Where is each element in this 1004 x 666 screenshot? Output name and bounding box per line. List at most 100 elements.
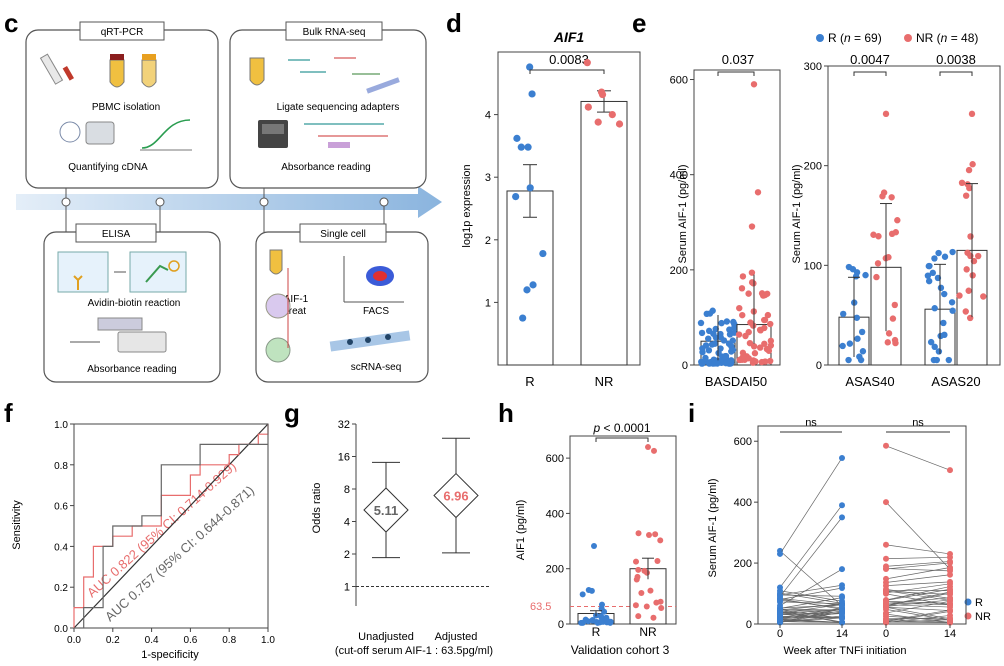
panel-i-point <box>883 615 889 622</box>
panel-i-pair-line <box>779 550 843 606</box>
elisa-caption-1: Avidin-biotin reaction <box>88 298 181 309</box>
panel-e-left-point <box>731 324 738 331</box>
panel-i-xlabel: Week after TNFi initiation <box>783 645 906 657</box>
panel-e-left-point <box>702 354 709 362</box>
panel-h-point <box>653 599 660 606</box>
panel-e-chart: Serum AIF-1 (pg/ml) 0.037 BASDAI50 Serum… <box>670 31 1001 389</box>
panel-d-letter: d <box>446 8 462 38</box>
panel-i-point <box>839 602 845 609</box>
panel-e-right-point <box>949 248 956 256</box>
panel-e-left-point <box>717 345 724 352</box>
blood-tube-icon <box>39 53 157 88</box>
single-cell-title-tab <box>299 223 387 243</box>
panel-g-ytick-label: 1 <box>344 582 350 594</box>
panel-e-left-point <box>756 344 764 351</box>
scrnaseq-icon <box>329 330 411 352</box>
panel-i-pair-line <box>885 501 951 570</box>
panel-d-point <box>517 143 525 151</box>
panel-i-pair-line <box>779 617 843 623</box>
panel-e-left-point <box>742 332 749 340</box>
panel-h-point <box>643 603 650 610</box>
panel-i-xtick-3: 0 <box>883 628 889 640</box>
panel-i-point <box>947 550 953 557</box>
panel-h-point <box>638 589 645 596</box>
panel-e-right-point <box>940 319 947 327</box>
panel-e-left-ytick-label: 400 <box>670 170 688 182</box>
panel-d-xtick-r: R <box>525 374 534 389</box>
panel-e-left-point <box>712 325 719 333</box>
panel-e-left-point <box>749 359 757 366</box>
panel-e-right-point <box>949 307 956 314</box>
panel-e-left-point <box>735 331 743 338</box>
panel-h-point <box>591 543 597 550</box>
panel-e-left-point <box>750 81 758 88</box>
sequencer-icon <box>258 120 388 148</box>
panel-i-point <box>777 584 783 591</box>
panel-i-point <box>839 582 845 589</box>
panel-i-pair-line <box>885 556 951 560</box>
panel-f-ytick-label: 0.6 <box>54 502 68 513</box>
panel-e-right-point <box>931 343 938 351</box>
panel-d-point <box>608 111 616 119</box>
panel-e-left-point <box>746 339 754 347</box>
panel-e-right-point <box>873 273 880 281</box>
panel-h-xlabel: Validation cohort 3 <box>571 643 670 657</box>
panel-i-point <box>947 595 953 602</box>
panel-e-right-point <box>929 269 937 277</box>
panel-e-left-point <box>739 273 747 280</box>
panel-h-point <box>645 444 651 451</box>
panel-d-ytick-label: 1 <box>485 297 491 309</box>
panel-h-point <box>605 618 612 625</box>
panel-i-pair-line <box>779 598 843 610</box>
panel-h-ytick-label: 600 <box>546 453 564 465</box>
elisa-caption-2: Absorbance reading <box>87 364 177 375</box>
panel-i-pair-line <box>885 613 951 623</box>
panel-e-left-point <box>718 319 725 327</box>
panel-e-left-point <box>751 350 759 357</box>
panel-e-right-point <box>894 217 901 224</box>
panel-e-right-ytick-label: 100 <box>804 260 822 272</box>
panel-e-left-point <box>765 347 773 354</box>
panel-e-left-point <box>726 331 734 338</box>
panel-g-letter: g <box>284 398 300 428</box>
panel-e-left-point <box>756 326 764 334</box>
panel-e-left-point <box>749 322 757 329</box>
timeline-arrow <box>16 186 442 218</box>
panel-i-pair-line <box>779 517 843 597</box>
panel-h-point <box>650 614 657 621</box>
panel-d-bar <box>506 190 554 366</box>
panel-h-point <box>635 566 642 573</box>
panel-e-right-point <box>882 110 890 118</box>
panel-e-right-point <box>969 272 976 279</box>
legend-nr-label: NR (n = 48) <box>916 31 978 45</box>
panel-e-left-point <box>726 359 734 367</box>
legend-r-marker <box>816 34 824 42</box>
panel-i-pair-line <box>885 606 951 611</box>
panel-e-left-point <box>706 310 714 317</box>
panel-i-chart: Serum AIF-1 (pg/ml) Week after TNFi init… <box>707 417 991 657</box>
panel-i-pair-line <box>779 594 843 597</box>
panel-d-point <box>529 281 537 289</box>
panel-i-pair-line <box>779 592 843 604</box>
panel-e-right-point <box>945 356 953 364</box>
panel-i-pair-line <box>885 606 951 620</box>
panel-h-bracket <box>595 437 649 442</box>
panel-i-pair-line <box>779 603 843 611</box>
panel-i-point <box>883 579 889 586</box>
panel-i-point <box>947 580 953 587</box>
qrtpcr-title-tab <box>79 21 165 41</box>
panel-e-left-point <box>705 335 712 342</box>
timeline-node-1 <box>61 197 71 207</box>
panel-i-pair-line <box>885 583 951 594</box>
panel-i-pair-line <box>885 574 951 583</box>
panel-e-right-point <box>956 292 963 299</box>
panel-i-pair-line <box>885 544 951 555</box>
panel-d-ylabel: log1p expression <box>461 164 473 247</box>
panel-i-point <box>777 610 783 617</box>
panel-e-right-point <box>874 260 882 267</box>
panel-e-right-ytick-label: 300 <box>804 61 822 73</box>
panel-e-right-point <box>885 330 893 337</box>
panel-i-point <box>777 550 783 557</box>
panel-d-ytick-label: 3 <box>485 172 491 184</box>
